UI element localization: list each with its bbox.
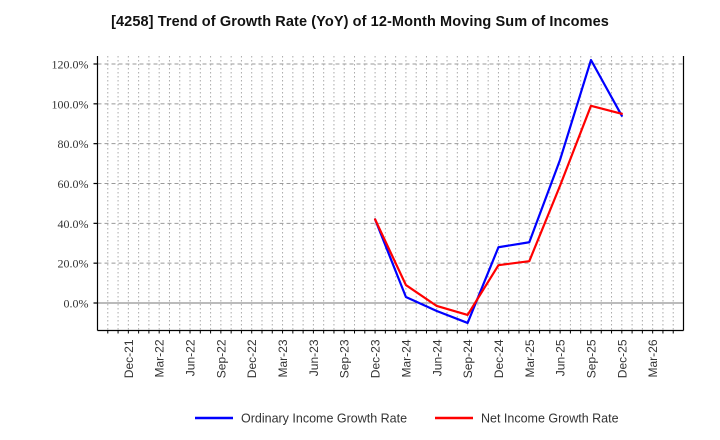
- y-axis-labels-group: 0.0% 20.0% 40.0% 60.0% 80.0% 100.0% 120.0%: [52, 58, 89, 311]
- y-axis-tick-label: 80.0%: [58, 137, 89, 151]
- x-axis-tick-label: Jun-23: [307, 339, 321, 376]
- x-axis-tick-label: Dec-25: [615, 339, 629, 378]
- x-axis-tick-label: Dec-21: [122, 339, 136, 378]
- series-line-net-income: [373, 104, 623, 317]
- x-axis-tick-label: Dec-23: [369, 339, 383, 378]
- y-axis-tick-label: 40.0%: [58, 217, 89, 231]
- y-axis-tick-label: 60.0%: [58, 177, 89, 191]
- y-axis-tick-label: 120.0%: [52, 58, 89, 72]
- x-axis-tick-label: Jun-24: [430, 339, 444, 376]
- x-axis-tick-label: Mar-22: [153, 339, 167, 377]
- x-axis-tick-label: Dec-22: [245, 339, 259, 378]
- chart-legend: Ordinary Income Growth Rate Net Income Gr…: [195, 412, 619, 426]
- page-title: [4258] Trend of Growth Rate (YoY) of 12-…: [111, 14, 609, 30]
- x-axis-tick-label: Dec-24: [492, 339, 506, 378]
- x-axis-tick-label: Mar-24: [399, 339, 413, 377]
- gridlines-group: [97, 56, 684, 331]
- x-axis-tick-label: Sep-25: [584, 339, 598, 378]
- x-axis-tick-label: Jun-22: [184, 339, 198, 376]
- series-line-ordinary-income: [373, 58, 623, 325]
- y-axis-tick-label: 100.0%: [52, 97, 89, 111]
- y-axis-tick-label: 0.0%: [64, 297, 89, 311]
- x-axis-labels-group: Dec-21 Mar-22 Jun-22 Sep-22 Dec-22 Mar-23 Jun-…: [122, 339, 660, 378]
- data-series-group: [373, 58, 623, 325]
- x-axis-tick-label: Sep-24: [461, 339, 475, 378]
- x-axis-tick-label: Sep-22: [214, 339, 228, 378]
- y-axis-tick-label: 20.0%: [58, 257, 89, 271]
- legend-label-net-income: Net Income Growth Rate: [481, 412, 619, 426]
- legend-label-ordinary-income: Ordinary Income Growth Rate: [241, 412, 407, 426]
- x-axis-tick-label: Mar-23: [276, 339, 290, 377]
- x-axis-tick-label: Jun-25: [554, 339, 568, 376]
- axes-group: [96, 56, 685, 332]
- x-axis-tick-label: Mar-26: [646, 339, 660, 377]
- x-axis-tick-label: Sep-23: [338, 339, 352, 378]
- x-axis-tick-label: Mar-25: [523, 339, 537, 377]
- tick-marks-group: [93, 63, 674, 334]
